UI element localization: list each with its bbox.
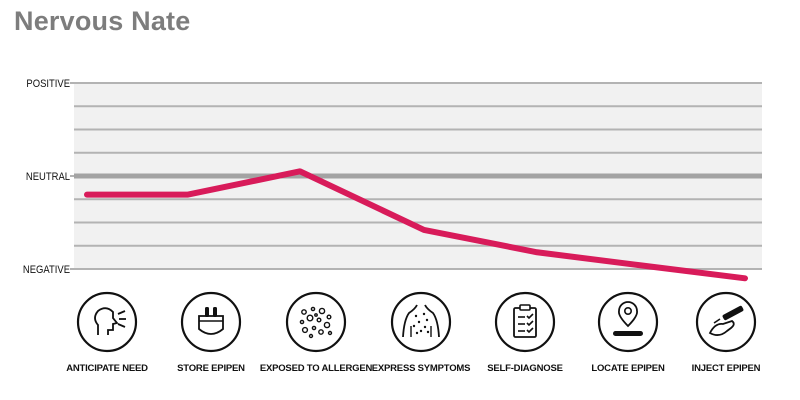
head-speaking-icon xyxy=(94,307,126,335)
body-rash-icon xyxy=(402,304,440,338)
x-tick-label: STORE EPIPEN xyxy=(177,363,245,374)
stage-inject-epipen: INJECT EPIPEN xyxy=(692,291,761,374)
x-tick-label: EXPOSED TO ALLERGEN xyxy=(260,363,373,374)
stage-icon-circle xyxy=(494,291,556,353)
y-axis-labels: POSITIVE NEUTRAL NEGATIVE xyxy=(23,78,74,276)
stage-icon-circle xyxy=(597,291,659,353)
x-tick-label: EXPRESS SYMPTOMS xyxy=(372,363,471,374)
x-tick-label: INJECT EPIPEN xyxy=(692,363,761,374)
y-label-negative: NEGATIVE xyxy=(23,264,70,276)
hand-injector-icon xyxy=(708,305,744,336)
x-tick-label: SELF-DIAGNOSE xyxy=(487,363,563,374)
y-label-positive: POSITIVE xyxy=(26,78,70,90)
stage-store-epipen: STORE EPIPEN xyxy=(177,291,245,374)
stage-self-diagnose: SELF-DIAGNOSE xyxy=(487,291,563,374)
x-tick-label: LOCATE EPIPEN xyxy=(591,363,665,374)
y-label-neutral: NEUTRAL xyxy=(26,171,70,183)
stage-icon-circle xyxy=(76,291,138,353)
journey-stages: ANTICIPATE NEED STORE EPIPEN EXPOSED TO AL… xyxy=(66,291,761,374)
stage-icon-circle xyxy=(180,291,242,353)
stage-exposed-to-allergen: EXPOSED TO ALLERGEN xyxy=(260,291,373,374)
stage-icon-circle xyxy=(390,291,452,353)
allergen-particles-icon xyxy=(299,306,333,339)
stage-express-symptoms: EXPRESS SYMPTOMS xyxy=(372,291,471,374)
stage-locate-epipen: LOCATE EPIPEN xyxy=(591,291,665,374)
epipen-pouch-icon xyxy=(198,307,224,335)
location-pin-icon xyxy=(613,301,643,336)
series-line xyxy=(84,168,748,282)
grid-lines xyxy=(74,82,762,270)
stage-icon-circle xyxy=(285,291,347,353)
stage-icon-circle xyxy=(695,291,757,353)
x-tick-label: ANTICIPATE NEED xyxy=(66,363,148,374)
page-title: Nervous Nate xyxy=(14,6,191,36)
stage-anticipate-need: ANTICIPATE NEED xyxy=(66,291,148,374)
checklist-clipboard-icon xyxy=(513,304,537,338)
